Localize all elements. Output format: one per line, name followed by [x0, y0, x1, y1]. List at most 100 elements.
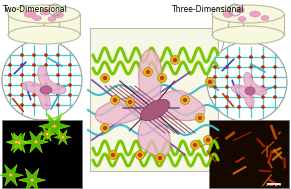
Circle shape: [56, 53, 60, 57]
Polygon shape: [54, 130, 71, 145]
Circle shape: [191, 140, 200, 149]
Circle shape: [273, 95, 277, 99]
Ellipse shape: [8, 26, 80, 44]
Bar: [2, 120, 82, 188]
Circle shape: [68, 63, 72, 67]
Circle shape: [32, 83, 36, 87]
Circle shape: [261, 85, 265, 89]
Circle shape: [237, 95, 241, 99]
Ellipse shape: [249, 11, 260, 17]
Circle shape: [225, 55, 229, 59]
Circle shape: [249, 95, 253, 99]
Ellipse shape: [40, 86, 52, 94]
Circle shape: [136, 150, 145, 160]
Ellipse shape: [212, 5, 284, 23]
Circle shape: [32, 53, 36, 57]
Circle shape: [56, 83, 60, 87]
Circle shape: [183, 98, 187, 102]
Polygon shape: [0, 164, 23, 186]
Circle shape: [32, 103, 36, 107]
Circle shape: [44, 53, 48, 57]
Circle shape: [68, 93, 72, 97]
Circle shape: [68, 83, 72, 87]
Circle shape: [160, 76, 164, 80]
Circle shape: [8, 83, 12, 87]
Circle shape: [249, 55, 253, 59]
Ellipse shape: [48, 16, 56, 22]
Circle shape: [237, 85, 241, 89]
Circle shape: [171, 56, 180, 64]
Circle shape: [237, 105, 241, 109]
Circle shape: [20, 63, 24, 67]
Circle shape: [225, 75, 229, 79]
Circle shape: [56, 73, 60, 77]
Circle shape: [143, 67, 152, 77]
Circle shape: [103, 76, 107, 80]
Circle shape: [225, 65, 229, 69]
Polygon shape: [231, 72, 267, 108]
Circle shape: [44, 103, 48, 107]
Ellipse shape: [15, 141, 17, 143]
Bar: [212, 14, 284, 36]
Circle shape: [44, 83, 48, 87]
Polygon shape: [39, 113, 70, 140]
Polygon shape: [24, 131, 48, 153]
Polygon shape: [19, 168, 46, 189]
Circle shape: [44, 63, 48, 67]
Ellipse shape: [24, 11, 36, 18]
Ellipse shape: [238, 16, 246, 22]
Circle shape: [261, 75, 265, 79]
Circle shape: [128, 100, 132, 104]
Circle shape: [173, 58, 177, 62]
Circle shape: [193, 143, 197, 147]
Circle shape: [44, 73, 48, 77]
Circle shape: [237, 65, 241, 69]
Ellipse shape: [245, 87, 255, 95]
Circle shape: [111, 95, 120, 105]
Circle shape: [208, 80, 212, 84]
Polygon shape: [22, 66, 66, 110]
Ellipse shape: [33, 15, 42, 20]
Ellipse shape: [52, 12, 63, 18]
Circle shape: [203, 136, 212, 145]
Circle shape: [207, 42, 287, 122]
Circle shape: [261, 105, 265, 109]
Circle shape: [155, 153, 164, 163]
Circle shape: [8, 93, 12, 97]
Circle shape: [44, 93, 48, 97]
Ellipse shape: [35, 141, 37, 143]
Circle shape: [20, 53, 24, 57]
Bar: [8, 14, 80, 36]
Circle shape: [249, 75, 253, 79]
Bar: [90, 28, 218, 171]
Circle shape: [213, 65, 217, 69]
Ellipse shape: [261, 15, 269, 20]
Circle shape: [8, 63, 12, 67]
Text: 200 μm: 200 μm: [267, 183, 282, 187]
Ellipse shape: [53, 125, 56, 127]
Text: Three-Dimensional: Three-Dimensional: [172, 5, 244, 14]
Circle shape: [273, 75, 277, 79]
Circle shape: [249, 85, 253, 89]
Circle shape: [100, 74, 109, 83]
Ellipse shape: [46, 133, 48, 135]
Circle shape: [273, 65, 277, 69]
Polygon shape: [39, 127, 56, 141]
Circle shape: [56, 63, 60, 67]
Ellipse shape: [45, 132, 49, 136]
Ellipse shape: [18, 142, 21, 144]
Circle shape: [32, 93, 36, 97]
Circle shape: [213, 75, 217, 79]
Circle shape: [157, 74, 166, 83]
Bar: [209, 120, 289, 188]
Ellipse shape: [30, 178, 35, 182]
Polygon shape: [95, 50, 205, 157]
Ellipse shape: [8, 5, 80, 23]
Circle shape: [237, 55, 241, 59]
Circle shape: [20, 93, 24, 97]
Ellipse shape: [212, 26, 284, 44]
Circle shape: [100, 123, 109, 132]
Circle shape: [225, 105, 229, 109]
Circle shape: [198, 116, 202, 120]
Circle shape: [32, 73, 36, 77]
